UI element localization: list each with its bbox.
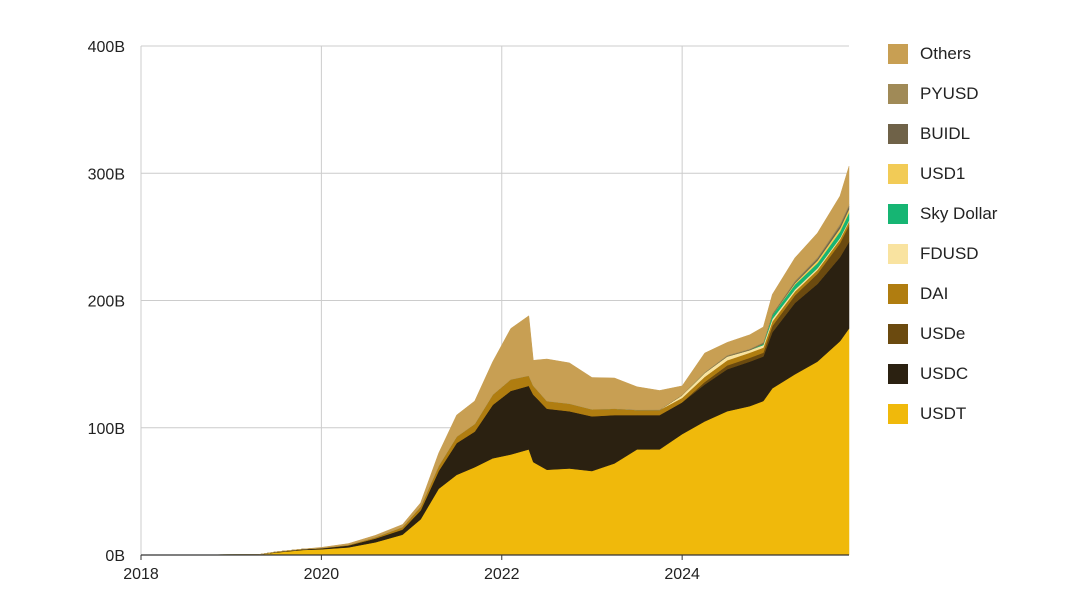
legend-label: FDUSD bbox=[920, 244, 979, 263]
legend-item-fdusd: FDUSD bbox=[888, 234, 1068, 274]
legend-swatch bbox=[888, 204, 908, 224]
legend-swatch bbox=[888, 284, 908, 304]
legend-label: BUIDL bbox=[920, 124, 971, 143]
stacked-areas bbox=[140, 166, 850, 556]
legend: Others PYUSD BUIDL USD1 Sky Dollar FDUSD DAI US… bbox=[888, 34, 1068, 434]
legend-item-usdc: USDC bbox=[888, 354, 1068, 394]
legend-item-pyusd: PYUSD bbox=[888, 74, 1068, 114]
x-tick-label: 2020 bbox=[304, 566, 340, 583]
legend-swatch bbox=[888, 364, 908, 384]
legend-item-buidl: BUIDL bbox=[888, 114, 1068, 154]
legend-swatch bbox=[888, 404, 908, 424]
legend-swatch bbox=[888, 84, 908, 104]
legend-swatch bbox=[888, 44, 908, 64]
legend-item-usde: USDe bbox=[888, 314, 1068, 354]
legend-label: USDe bbox=[920, 324, 966, 343]
y-tick-label: 100B bbox=[88, 421, 125, 438]
legend-item-usdt: USDT bbox=[888, 394, 1068, 434]
y-tick-label: 0B bbox=[105, 548, 125, 565]
x-tick-label: 2022 bbox=[484, 566, 520, 583]
legend-swatch bbox=[888, 324, 908, 344]
legend-swatch bbox=[888, 244, 908, 264]
legend-label: USDC bbox=[920, 364, 969, 383]
y-tick-label: 400B bbox=[88, 39, 125, 56]
legend-label: USDT bbox=[920, 404, 967, 423]
y-tick-label: 200B bbox=[88, 294, 125, 311]
x-tick-label: 2018 bbox=[123, 566, 159, 583]
legend-label: Sky Dollar bbox=[920, 204, 998, 223]
legend-label: DAI bbox=[920, 284, 949, 303]
area-others bbox=[140, 166, 850, 556]
legend-item-dai: DAI bbox=[888, 274, 1068, 314]
legend-item-usd1: USD1 bbox=[888, 154, 1068, 194]
x-tick-label: 2024 bbox=[664, 566, 700, 583]
legend-label: USD1 bbox=[920, 164, 966, 183]
legend-swatch bbox=[888, 164, 908, 184]
axes: 0B 100B 200B 300B 400B 2018 2020 2022 2024 bbox=[88, 39, 849, 583]
legend-label: PYUSD bbox=[920, 84, 979, 103]
legend-item-others: Others bbox=[888, 34, 1068, 74]
legend-label: Others bbox=[920, 44, 972, 63]
legend-swatch bbox=[888, 124, 908, 144]
y-tick-label: 300B bbox=[88, 166, 125, 183]
gridlines bbox=[140, 45, 849, 556]
legend-item-sky-dollar: Sky Dollar bbox=[888, 194, 1068, 234]
